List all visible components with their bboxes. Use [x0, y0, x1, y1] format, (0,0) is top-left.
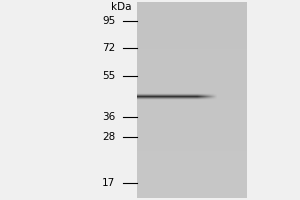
Text: kDa: kDa: [112, 2, 132, 12]
Text: 36: 36: [102, 112, 116, 122]
Text: 28: 28: [102, 132, 116, 142]
Text: 72: 72: [102, 43, 116, 53]
Text: 95: 95: [102, 16, 116, 26]
Text: 55: 55: [102, 71, 116, 81]
Text: 17: 17: [102, 178, 116, 188]
